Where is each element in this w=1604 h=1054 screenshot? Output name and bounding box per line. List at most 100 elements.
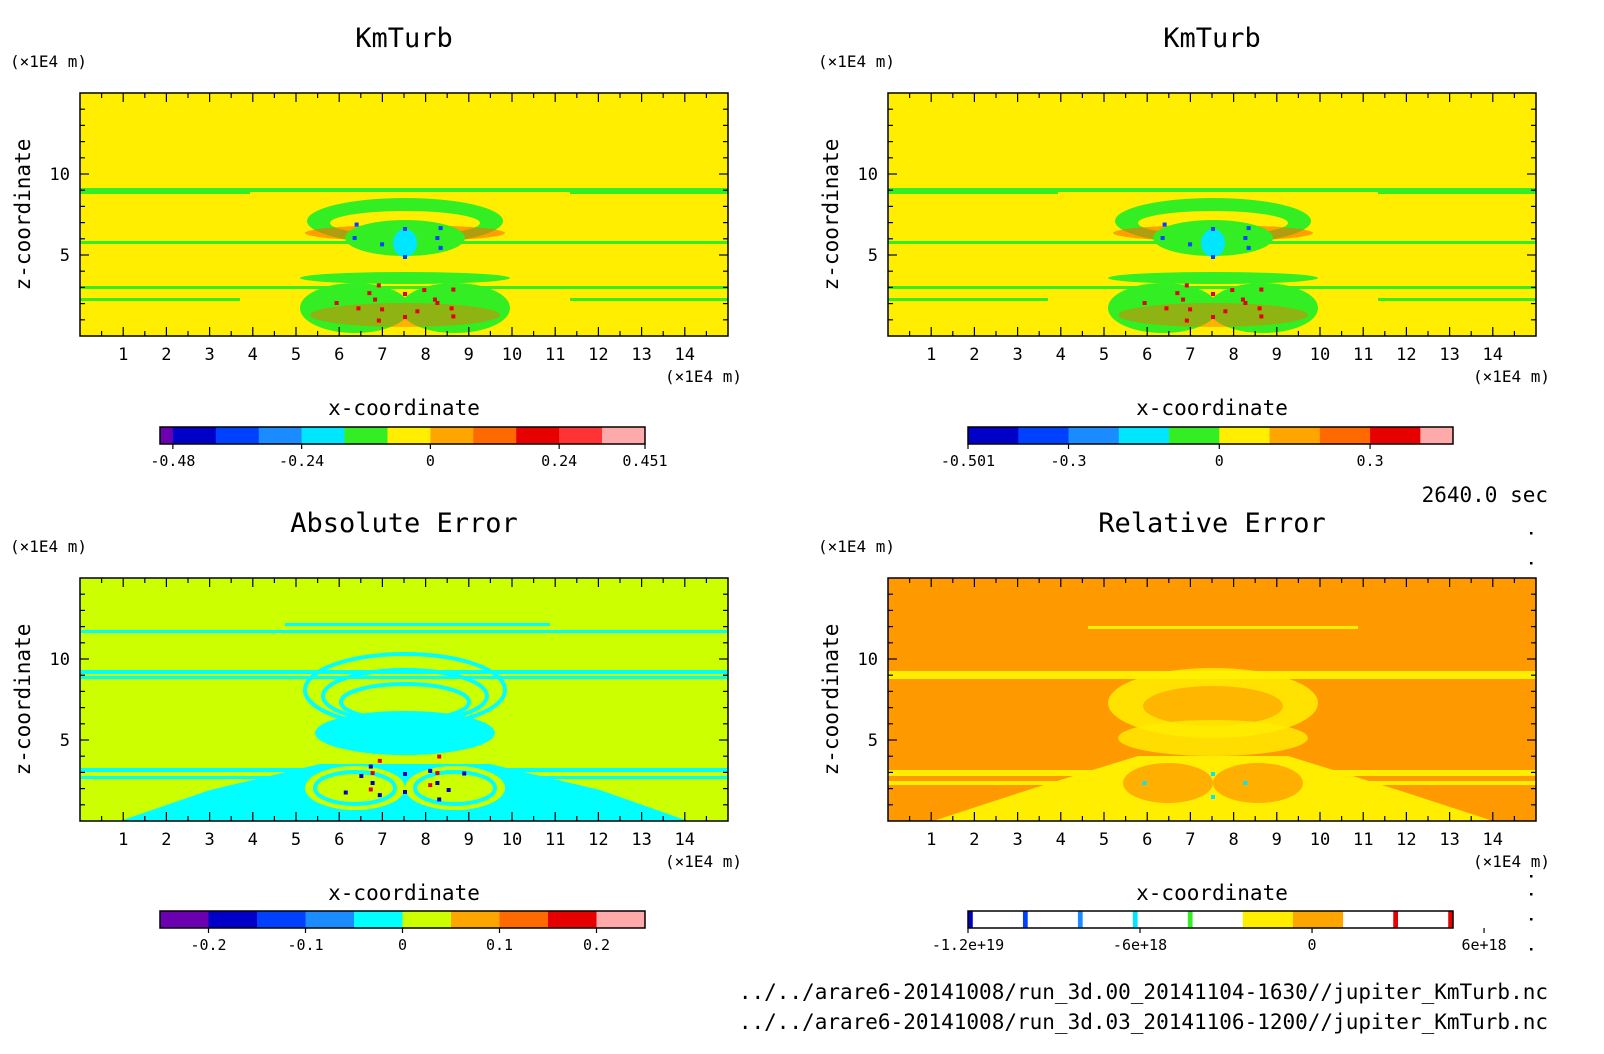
x-tick-label: 13	[1439, 830, 1459, 850]
colorbar-swatch	[1018, 427, 1069, 444]
colorbar-swatch	[172, 427, 217, 444]
contour-cell	[1211, 315, 1215, 319]
colorbar-swatch	[1242, 911, 1294, 928]
colorbar-swatch	[402, 911, 452, 928]
colorbar-swatch	[1137, 911, 1189, 928]
x-axis-label: x-coordinate	[1136, 881, 1288, 905]
contour-cell	[1246, 245, 1251, 250]
contour-cell	[354, 222, 359, 227]
contour-cell	[1211, 227, 1215, 231]
contour-cell	[376, 283, 381, 288]
x-tick-label: 3	[1012, 830, 1022, 850]
x-tick-label: 6	[1142, 345, 1152, 365]
x-tick-label: 13	[631, 830, 651, 850]
colorbar-tick-label: 0.24	[541, 452, 577, 470]
y-axis-label: z-coordinate	[819, 139, 843, 291]
colorbar-swatch	[1343, 911, 1394, 928]
colorbar-swatch	[548, 911, 597, 928]
colorbar-swatch	[1187, 911, 1193, 928]
x-tick-label: 13	[1439, 345, 1459, 365]
x-tick-label: 6	[334, 345, 344, 365]
marker-dot	[1530, 918, 1533, 921]
colorbar-swatch	[1077, 911, 1083, 928]
chart-panel-1: KmTurb(×1E4 m)1 2 3 4 5 6 7 8 9 10 11 12 13 14510(×1E…	[10, 23, 742, 470]
x-tick-label: 12	[1396, 345, 1416, 365]
colorbar-swatch	[559, 427, 603, 444]
contour-cell	[1211, 255, 1215, 259]
contour-band	[888, 298, 1048, 301]
marker-dot	[1530, 893, 1533, 896]
contour-cell	[356, 306, 361, 311]
colorbar-tick-label: 0	[1308, 936, 1317, 954]
x-axis-label: x-coordinate	[328, 881, 480, 905]
contour-band	[80, 188, 728, 192]
colorbar-tick-label: 0.1	[486, 936, 513, 954]
contour-cell	[438, 226, 443, 231]
x-tick-label: 10	[1310, 345, 1330, 365]
contour-cell	[1188, 307, 1193, 312]
contour-band	[570, 189, 728, 194]
x-unit-label: (×1E4 m)	[1473, 852, 1550, 871]
contour-cell	[1188, 242, 1193, 247]
contour-cell	[373, 297, 378, 302]
contour-region	[1143, 686, 1283, 726]
contour-cell	[1243, 236, 1248, 240]
contour-cell	[451, 287, 456, 292]
contour-cell	[370, 781, 375, 785]
x-axis-label: x-coordinate	[1136, 396, 1288, 420]
colorbar-tick-label: -6e+18	[1113, 936, 1167, 954]
colorbar-swatch	[1068, 427, 1120, 444]
colorbar-swatch	[344, 427, 388, 444]
x-tick-label: 14	[1483, 345, 1503, 365]
contour-cell	[1230, 288, 1235, 293]
x-tick-label: 14	[1483, 830, 1503, 850]
x-tick-label: 8	[1228, 345, 1238, 365]
contour-band	[80, 286, 728, 289]
contour-cell	[437, 797, 442, 802]
contour-band	[80, 676, 728, 679]
x-tick-label: 9	[464, 830, 474, 850]
x-tick-label: 2	[161, 830, 171, 850]
colorbar-tick-label: -1.2e+19	[932, 936, 1004, 954]
contour-cell	[435, 301, 440, 305]
contour-band	[888, 189, 1058, 194]
colorbar-swatch	[1192, 911, 1244, 928]
colorbar-swatch	[160, 427, 174, 444]
contour-ring	[313, 770, 397, 806]
contour-cell	[432, 297, 437, 302]
x-tick-label: 8	[1228, 830, 1238, 850]
y-unit-label: (×1E4 m)	[818, 52, 895, 71]
contour-cell	[352, 236, 357, 240]
marker-dot	[1530, 875, 1533, 878]
marker-dot	[1530, 948, 1533, 951]
colorbar-swatch	[1269, 427, 1321, 444]
contour-cell	[446, 788, 451, 792]
x-tick-label: 9	[1272, 345, 1282, 365]
contour-cell	[1223, 309, 1228, 314]
contour-cell	[422, 288, 427, 293]
colorbar-tick-label: -0.2	[190, 936, 226, 954]
colorbar-frame	[967, 426, 1454, 445]
field-contours	[888, 626, 1536, 821]
contour-cell	[1184, 318, 1189, 323]
colorbar-tick-label: -0.24	[279, 452, 324, 470]
field-contours	[888, 188, 1536, 333]
colorbar-swatch	[1370, 427, 1421, 444]
file-path-2: ../../arare6-20141008/run_3d.03_20141106…	[739, 1010, 1548, 1034]
x-unit-label: (×1E4 m)	[665, 852, 742, 871]
contour-cell	[1243, 301, 1248, 305]
contour-ring	[413, 770, 497, 806]
colorbar: -0.2 -0.1 0 0.1 0.2	[159, 910, 646, 954]
x-tick-label: 6	[334, 830, 344, 850]
chart-panel-4: Relative Error(×1E4 m)1 2 3 4 5 6 7 8 9 10 11 12 13 1…	[818, 508, 1550, 954]
colorbar-swatch	[258, 427, 302, 444]
colorbar-swatch	[1169, 427, 1220, 444]
x-tick-label: 5	[291, 345, 301, 365]
x-tick-label: 10	[1310, 830, 1330, 850]
contour-cell	[1259, 314, 1264, 319]
contour-cell	[1175, 291, 1180, 296]
contour-cell	[370, 771, 375, 775]
contour-band	[1378, 189, 1536, 194]
contour-cell	[377, 793, 382, 798]
